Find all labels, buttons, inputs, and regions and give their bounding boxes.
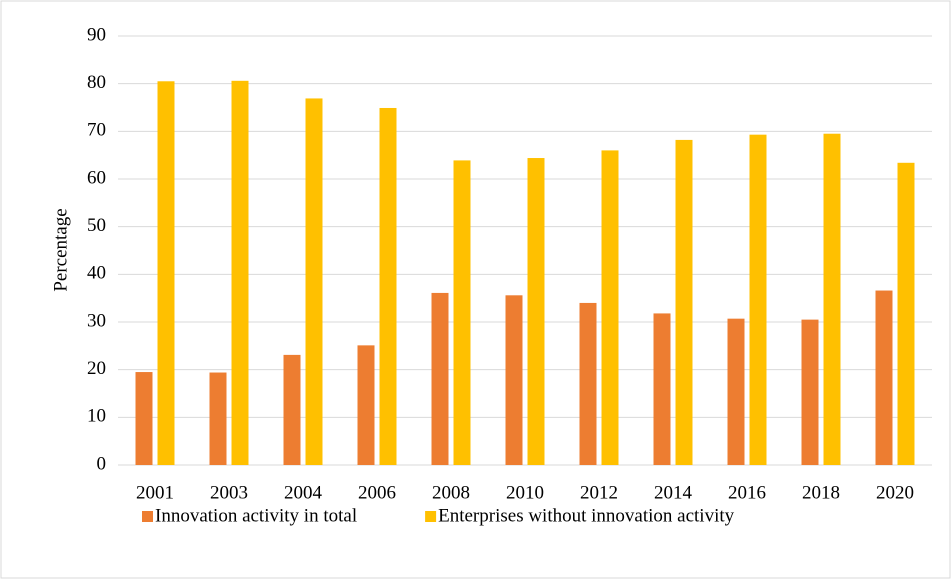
legend-swatch [425, 511, 437, 522]
bar [823, 133, 841, 465]
y-tick-label: 80 [87, 72, 106, 93]
bar [527, 158, 545, 465]
bar [801, 319, 819, 465]
y-tick-label: 60 [87, 167, 106, 188]
x-tick-label: 2006 [358, 482, 396, 503]
bar [579, 302, 597, 465]
x-tick-label: 2014 [654, 482, 693, 503]
x-tick-label: 2003 [210, 482, 248, 503]
bar [653, 313, 671, 465]
bar [505, 295, 523, 465]
y-tick-label: 20 [87, 358, 106, 379]
y-tick-label: 50 [87, 215, 106, 236]
bar [135, 372, 153, 465]
y-tick-label: 10 [87, 406, 106, 427]
legend-label: Enterprises without innovation activity [438, 505, 735, 526]
y-tick-label: 0 [97, 453, 107, 474]
bar [675, 139, 693, 465]
x-tick-label: 2012 [580, 482, 618, 503]
y-tick-label: 90 [87, 24, 106, 45]
bar [209, 372, 227, 465]
bar [305, 98, 323, 466]
y-tick-label: 70 [87, 120, 106, 141]
bar [357, 345, 375, 465]
x-tick-label: 2004 [284, 482, 323, 503]
bar [431, 292, 449, 465]
bar [875, 290, 893, 465]
bar [379, 107, 397, 465]
y-tick-label: 40 [87, 263, 106, 284]
x-tick-label: 2018 [802, 482, 840, 503]
bar [231, 80, 249, 465]
x-tick-label: 2020 [876, 482, 914, 503]
x-tick-label: 2008 [432, 482, 470, 503]
x-tick-label: 2001 [136, 482, 174, 503]
legend-swatch [142, 511, 153, 522]
x-tick-label: 2016 [728, 482, 766, 503]
bar [897, 162, 915, 465]
legend-label: Innovation activity in total [155, 505, 357, 526]
x-tick-label: 2010 [506, 482, 544, 503]
bar [601, 150, 619, 465]
bar [157, 81, 175, 466]
bar [727, 318, 745, 465]
y-axis-label: Percentage [50, 208, 71, 291]
bar [749, 134, 767, 466]
y-tick-label: 30 [87, 310, 106, 331]
bar [453, 160, 471, 465]
bar [283, 354, 301, 465]
